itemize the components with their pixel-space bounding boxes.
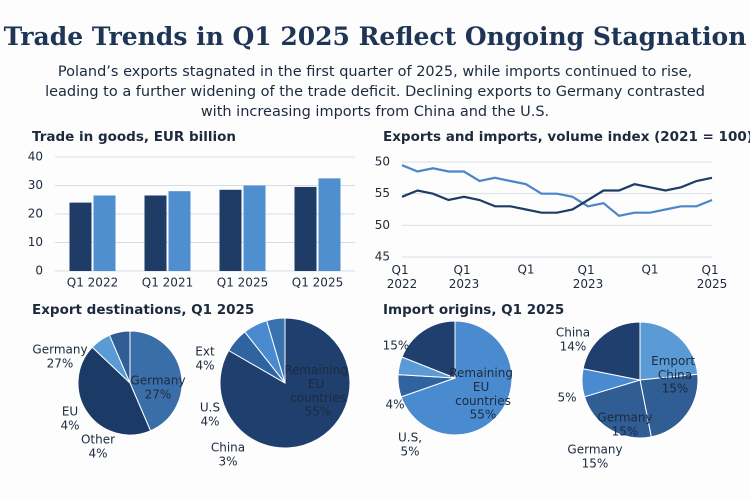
bar xyxy=(294,186,317,271)
slice-value: 15% xyxy=(582,457,609,471)
x-tick-label: Q1 2021 xyxy=(142,276,193,290)
bar xyxy=(69,202,92,271)
pie-slice xyxy=(583,379,652,439)
chart-title: Import origins, Q1 2025 xyxy=(383,302,564,318)
bar xyxy=(168,191,191,271)
bar xyxy=(318,178,341,271)
x-tick-label: Q1 2025 xyxy=(697,263,728,291)
x-tick-label: Q1 2025 xyxy=(292,276,343,290)
slice-value: 4% xyxy=(60,419,79,433)
y-tick-label: 20 xyxy=(28,207,43,221)
page-title: Trade Trends in Q1 2025 Reflect Ongoing … xyxy=(3,22,747,51)
page-subtitle: Poland’s exports stagnated in the first … xyxy=(45,64,705,120)
y-tick-label: 55 xyxy=(375,186,390,200)
bar xyxy=(243,185,266,271)
slice-value: 55% xyxy=(305,405,332,419)
slice-value: 3% xyxy=(218,455,237,469)
x-tick-label: Q1 xyxy=(641,263,658,277)
line-series xyxy=(401,164,713,217)
slice-value: 5% xyxy=(400,445,419,459)
slice-value: 4% xyxy=(88,447,107,461)
slice-label: Remaining EU countries xyxy=(449,366,517,408)
pie-slice xyxy=(129,330,183,432)
slice-value: 27% xyxy=(145,388,172,402)
y-tick-label: 40 xyxy=(28,150,43,164)
slice-label: U.S xyxy=(200,401,220,415)
x-tick-label: Q1 2022 xyxy=(67,276,118,290)
x-tick-label: Q1 2022 xyxy=(387,263,418,291)
slice-label: Germany xyxy=(567,443,622,457)
bar xyxy=(219,189,242,271)
slice-label: EU xyxy=(62,405,78,419)
chart-title: Exports and imports, volume index (2021 … xyxy=(383,129,750,145)
pie-slice xyxy=(266,317,286,384)
slice-value: 15% xyxy=(612,425,639,439)
x-tick-label: Q1 2023 xyxy=(573,263,604,291)
y-tick-label: 50 xyxy=(375,155,390,169)
y-tick-label: 10 xyxy=(28,235,43,249)
x-tick-label: Q1 2023 xyxy=(449,263,480,291)
slice-value: 55% xyxy=(470,408,497,422)
slice-label: Germany xyxy=(130,374,185,388)
pie-slice xyxy=(219,317,351,449)
slice-value: 15% xyxy=(662,382,689,396)
slice-label: China xyxy=(211,441,245,455)
pie-slice xyxy=(639,321,699,381)
slice-label: U.S, xyxy=(398,431,422,445)
pie-slice xyxy=(400,320,513,436)
slice-value: 14% xyxy=(560,340,587,354)
slice-value: 4% xyxy=(200,415,219,429)
chart-title: Export destinations, Q1 2025 xyxy=(32,302,254,318)
pie-slice xyxy=(639,373,699,438)
slice-label: Germany xyxy=(597,411,652,425)
bar xyxy=(144,195,167,271)
slice-label: Ext xyxy=(195,345,215,359)
pie-slice xyxy=(108,330,131,384)
pie-slice xyxy=(77,346,152,436)
slice-label: Germany xyxy=(32,343,87,357)
slice-value: 15% xyxy=(383,339,410,353)
slice-value: 4% xyxy=(385,398,404,412)
pie-slice xyxy=(401,320,456,379)
slice-label: China xyxy=(556,326,590,340)
y-tick-label: 30 xyxy=(28,178,43,192)
pie-slice xyxy=(582,321,641,381)
slice-label: Emport China xyxy=(651,354,699,382)
y-tick-label: 45 xyxy=(375,250,390,264)
slice-value: 5% xyxy=(557,391,576,405)
x-tick-label: Q1 xyxy=(517,263,534,277)
line-series xyxy=(401,176,713,214)
bar xyxy=(93,195,116,271)
slice-label: Other xyxy=(81,433,115,447)
slice-label: Remaining EU countries xyxy=(284,363,352,405)
y-tick-label: 0 xyxy=(35,264,43,278)
chart-title: Trade in goods, EUR billion xyxy=(32,129,236,145)
y-tick-label: 50 xyxy=(375,218,390,232)
slice-value: 4% xyxy=(195,359,214,373)
x-tick-label: Q1 2025 xyxy=(217,276,268,290)
slice-value: 27% xyxy=(47,357,74,371)
